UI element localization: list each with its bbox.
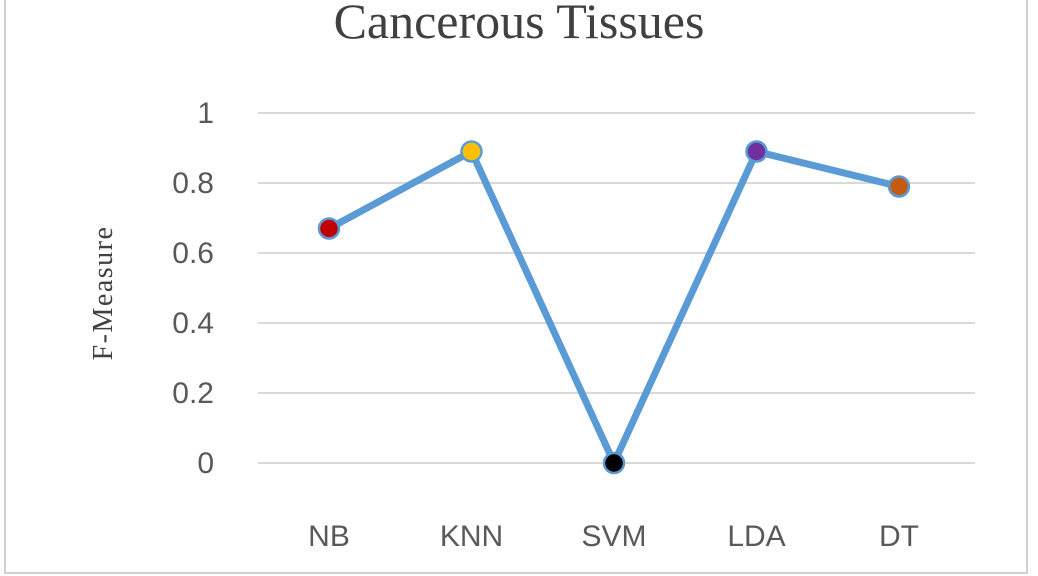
x-tick-labels: NB KNN SVM LDA DT — [308, 520, 919, 553]
gridlines — [258, 112, 975, 464]
x-tick-label: LDA — [727, 520, 785, 553]
y-tick-label: 0.2 — [172, 377, 214, 410]
y-axis-label: F-Measure — [88, 226, 119, 361]
data-point-dt — [887, 175, 911, 198]
data-point-svm — [602, 451, 626, 475]
chart-title: Cancerous Tissues — [334, 0, 705, 49]
x-tick-label: NB — [308, 520, 350, 553]
y-tick-label: 0.6 — [172, 237, 214, 270]
x-tick-label: SVM — [581, 520, 646, 553]
chart-frame — [4, 0, 1028, 574]
y-tick-labels: 0 0.2 0.4 0.6 0.8 1 — [172, 97, 214, 480]
series-line — [325, 148, 903, 467]
y-tick-label: 0 — [197, 447, 214, 480]
data-point-knn — [460, 140, 483, 163]
series-lines — [325, 148, 903, 467]
x-tick-label: KNN — [440, 520, 503, 553]
series-markers — [317, 140, 911, 475]
data-point-nb — [317, 217, 341, 240]
y-tick-label: 0.8 — [172, 167, 214, 200]
x-tick-label: DT — [879, 520, 919, 553]
data-point-lda — [745, 140, 768, 163]
y-tick-label: 0.4 — [172, 307, 214, 340]
y-tick-label: 1 — [197, 97, 214, 130]
